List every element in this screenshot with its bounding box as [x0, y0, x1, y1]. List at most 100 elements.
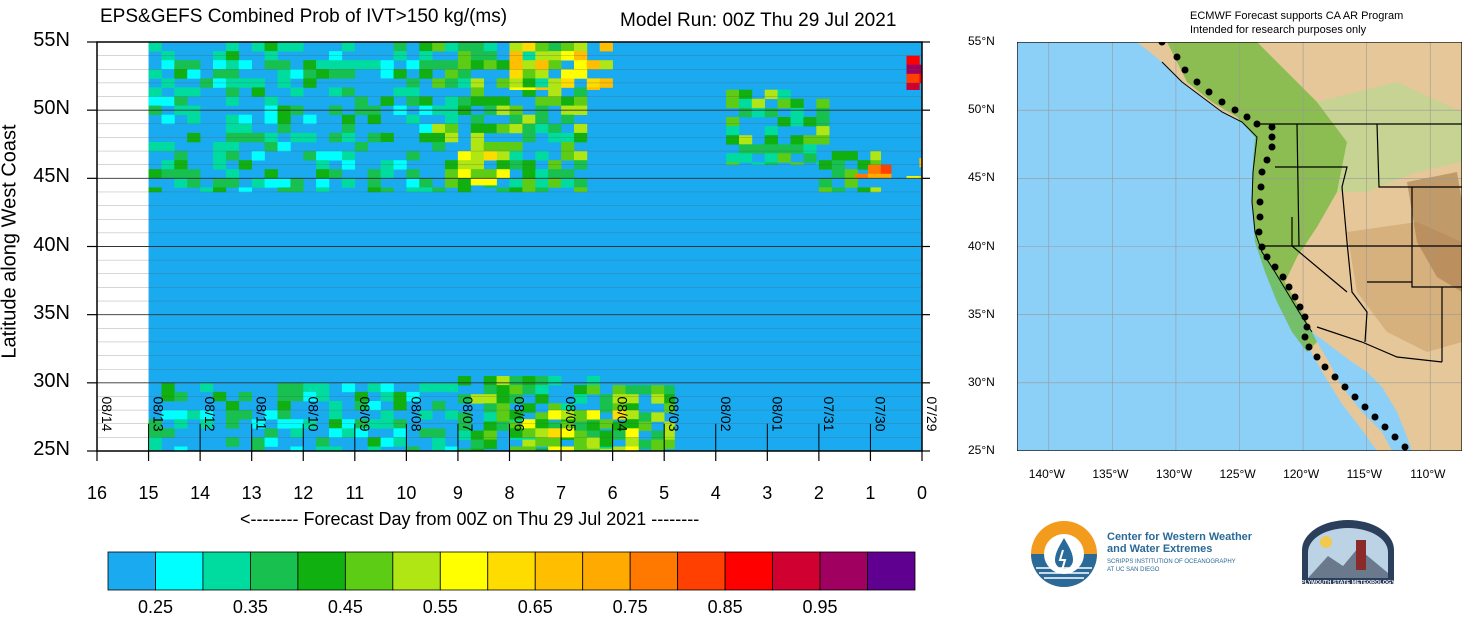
- heatmap-cell: [638, 421, 652, 431]
- heatmap-cell: [470, 60, 484, 70]
- sample-point: [1351, 393, 1359, 401]
- heatmap-cell: [586, 437, 600, 447]
- heatmap-cell: [277, 410, 291, 420]
- terrain-light: [1317, 82, 1462, 192]
- heatmap-cell: [393, 428, 407, 438]
- heatmap-cell: [816, 117, 830, 127]
- date-label: 08/02: [718, 396, 734, 431]
- heatmap-cell: [831, 151, 845, 161]
- sample-point: [1291, 293, 1299, 301]
- heatmap-cell: [483, 394, 497, 404]
- heatmap-cell: [764, 153, 778, 163]
- heatmap-cell: [341, 142, 356, 152]
- heatmap-cell: [496, 60, 510, 70]
- y-ticks: [87, 41, 930, 452]
- heatmap-cell: [777, 89, 791, 100]
- heatmap-cell: [535, 96, 549, 106]
- colorbar-cell: [344, 551, 394, 591]
- heatmap-cell: [303, 78, 317, 88]
- sample-point: [1381, 423, 1389, 431]
- heatmap-cell: [535, 428, 549, 438]
- heatmap-cell: [393, 69, 407, 79]
- heatmap-cell: [880, 164, 892, 175]
- heatmap-cell: [790, 135, 804, 145]
- heatmap-cell: [483, 151, 497, 161]
- heatmap-cell: [548, 428, 562, 438]
- heatmap-cell: [726, 89, 740, 100]
- sample-point: [1258, 243, 1266, 251]
- heatmap-cell: [316, 151, 330, 161]
- colorbar-cell: [534, 551, 584, 591]
- heatmap-cell: [148, 169, 162, 179]
- map-lat-label: 30°N: [968, 374, 995, 389]
- heatmap-cell: [496, 96, 510, 106]
- heatmap-cell: [574, 123, 588, 134]
- sample-point: [1205, 88, 1213, 96]
- heatmap-cell: [664, 421, 675, 431]
- sample-point: [1305, 343, 1313, 351]
- heatmap-cell: [535, 178, 549, 188]
- heatmap-cell: [225, 142, 240, 152]
- heatmap-cell: [251, 42, 265, 52]
- heatmap-cell: [751, 144, 765, 154]
- map-lat-label: 55°N: [968, 34, 995, 48]
- heatmap-cell: [174, 151, 188, 161]
- sample-point: [1253, 120, 1261, 128]
- heatmap-cell: [264, 42, 278, 52]
- heatmap-cell: [419, 382, 433, 393]
- heatmap-cell: [354, 142, 368, 152]
- heatmap-cell: [548, 169, 562, 179]
- heatmap-cell: [535, 151, 549, 161]
- x-tick-label: 15: [138, 483, 159, 503]
- heatmap-cell: [290, 87, 304, 97]
- heatmap-cell: [380, 60, 394, 70]
- heatmap-cell: [483, 439, 497, 449]
- heatmap-cell: [561, 169, 575, 179]
- heatmap-cell: [574, 430, 588, 440]
- heatmap-cell: [148, 428, 162, 438]
- colorbar-label: 0.25: [137, 597, 173, 617]
- heatmap-cell: [161, 169, 175, 179]
- heatmap-cell: [612, 430, 626, 440]
- heatmap-cell: [509, 78, 523, 88]
- heatmap-cell: [341, 151, 356, 161]
- heatmap-cell: [367, 114, 381, 125]
- heatmap-cell: [625, 410, 639, 420]
- heatmap-cell: [574, 439, 588, 449]
- heatmap-cell: [148, 446, 162, 452]
- heatmap-cell: [535, 394, 549, 404]
- map-lon-label: 135°W: [1092, 467, 1129, 481]
- heatmap-cell: [651, 385, 665, 395]
- terrain-brown: [1407, 172, 1462, 292]
- heatmap-cell: [638, 412, 652, 422]
- state-borders: [1257, 123, 1462, 363]
- heatmap-cell: [174, 87, 188, 97]
- heatmap-cell: [277, 382, 291, 393]
- heatmap-cell: [445, 114, 459, 125]
- heatmap-cell: [509, 187, 523, 193]
- heatmap-cell: [906, 55, 920, 65]
- x-tick-label: 8: [504, 483, 515, 503]
- heatmap-cell: [535, 78, 549, 88]
- heatmap-cell: [470, 178, 484, 186]
- heatmap-cell: [303, 114, 317, 125]
- heatmap-cell: [432, 437, 446, 447]
- heatmap-cell: [483, 403, 497, 413]
- map-lat-label: 35°N: [968, 306, 995, 321]
- heatmap-cell: [522, 114, 536, 125]
- colorbar-label: 0.65: [517, 597, 553, 617]
- heatmap-cell: [354, 60, 368, 70]
- heatmap-cell: [329, 87, 343, 97]
- heatmap-cell: [174, 169, 188, 179]
- heatmap-cell: [161, 96, 175, 106]
- heatmap-cell: [586, 448, 600, 452]
- heatmap-cell: [751, 162, 765, 165]
- heatmap-cell: [225, 60, 240, 70]
- heatmap-cell: [548, 421, 562, 431]
- heatmap-cell: [483, 376, 497, 386]
- x-tick-label: 4: [710, 483, 721, 503]
- heatmap-cell: [406, 169, 420, 179]
- heatmap-cell: [509, 151, 523, 161]
- sample-point: [1268, 133, 1276, 141]
- heatmap-cell: [470, 439, 484, 449]
